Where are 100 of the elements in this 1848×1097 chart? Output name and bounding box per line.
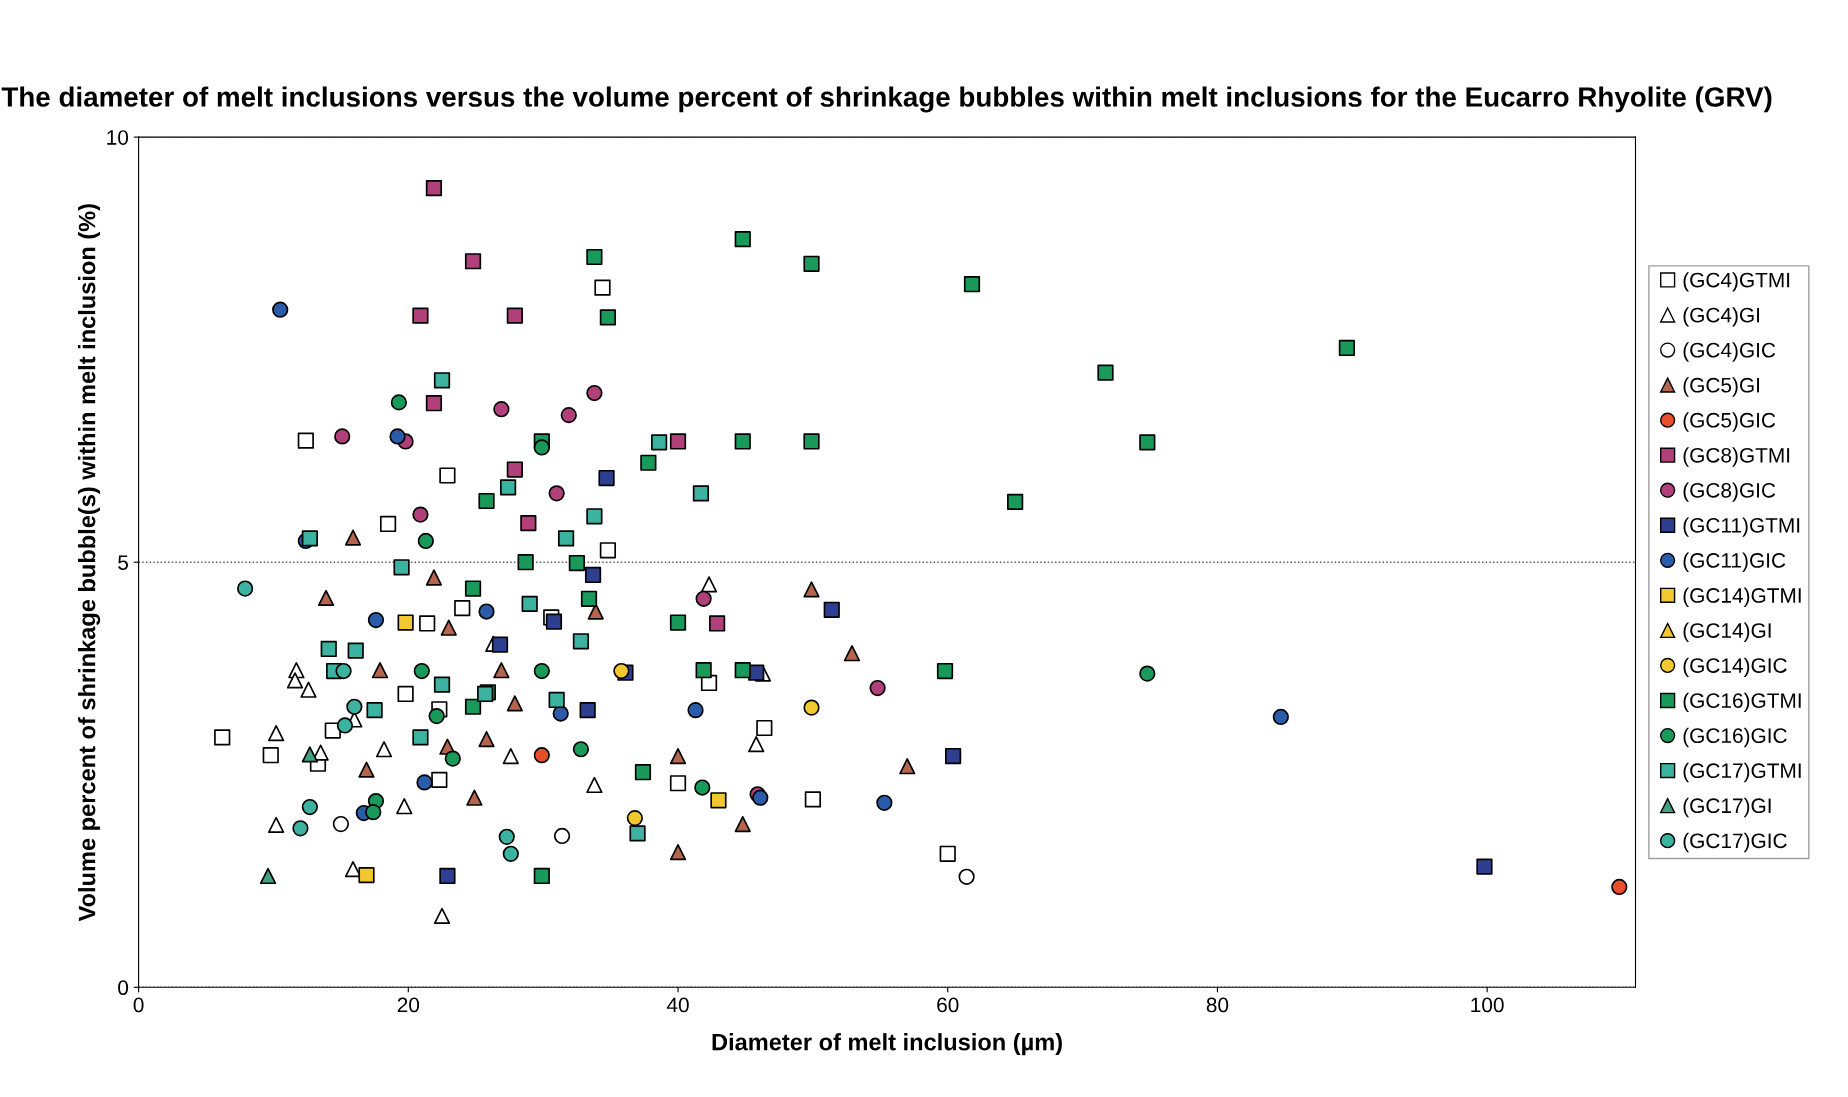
point	[268, 816, 285, 834]
legend-label: (GC8)GIC	[1683, 482, 1776, 502]
point	[1139, 434, 1156, 451]
point	[346, 698, 363, 715]
point	[521, 595, 538, 612]
point	[502, 845, 519, 862]
point	[347, 642, 364, 659]
point	[439, 867, 456, 885]
point	[478, 492, 495, 510]
point	[440, 619, 457, 636]
point	[692, 485, 710, 502]
point	[599, 309, 617, 326]
point	[464, 253, 482, 270]
point	[599, 542, 617, 559]
point	[478, 730, 495, 748]
point	[499, 479, 517, 496]
point	[876, 794, 893, 811]
point	[734, 815, 751, 833]
point	[344, 529, 362, 546]
point	[580, 590, 598, 607]
y-tick-label: 5	[118, 555, 129, 570]
x-tick-label: 80	[1206, 997, 1229, 1013]
point	[506, 461, 523, 478]
legend-label: (GC11)GTMI	[1683, 517, 1800, 537]
point	[899, 758, 916, 775]
point	[586, 384, 603, 402]
point	[843, 645, 861, 662]
point	[301, 746, 318, 763]
legend-label: (GC4)GI	[1683, 307, 1760, 327]
point	[214, 729, 231, 746]
point	[397, 685, 414, 703]
point	[419, 615, 436, 632]
point	[548, 691, 565, 709]
point	[640, 454, 657, 471]
point	[823, 601, 840, 618]
point	[695, 590, 712, 607]
legend-label: (GC8)GTMI	[1683, 447, 1790, 467]
point	[560, 407, 577, 424]
point	[586, 776, 603, 794]
point	[557, 530, 575, 547]
point	[533, 439, 550, 456]
point	[335, 662, 352, 680]
point	[734, 433, 751, 450]
point	[412, 506, 429, 523]
point	[869, 679, 886, 697]
point	[572, 741, 590, 758]
point	[379, 515, 397, 533]
x-axis-title: Diameter of melt inclusion (µm)	[712, 1033, 1062, 1056]
point	[700, 576, 718, 593]
point	[417, 532, 434, 550]
legend-label: (GC14)GI	[1683, 622, 1771, 642]
point	[669, 614, 687, 631]
point	[502, 747, 519, 765]
point	[259, 867, 277, 885]
point	[237, 580, 254, 597]
x-tick-label: 40	[666, 997, 689, 1013]
point	[533, 747, 550, 764]
point	[396, 798, 413, 815]
point	[358, 866, 375, 884]
x-tick-label: 0	[133, 997, 144, 1013]
point	[478, 603, 495, 620]
point	[734, 662, 751, 679]
legend-label: (GC17)GTMI	[1683, 762, 1801, 783]
point	[1272, 708, 1289, 726]
point	[1611, 878, 1628, 896]
point	[598, 469, 615, 487]
point	[669, 844, 687, 861]
point	[517, 554, 534, 571]
point	[626, 809, 643, 827]
point	[412, 307, 429, 324]
point	[687, 702, 704, 719]
point	[272, 301, 289, 318]
chart-title: The diameter of melt inclusions versus the volume percent of shrinkage bubbles within melt inclusions for the Eucarro Rhyolite (GRV)	[1, 86, 1772, 113]
point	[397, 614, 414, 631]
point	[734, 231, 751, 248]
point	[464, 698, 482, 715]
point	[393, 559, 410, 576]
point	[669, 747, 687, 765]
point	[332, 815, 349, 833]
point	[491, 636, 509, 653]
point	[433, 372, 451, 389]
point	[433, 907, 451, 925]
legend-label: (GC14)GIC	[1683, 657, 1787, 678]
point	[709, 615, 726, 632]
legend-label: (GC16)GIC	[1683, 727, 1787, 748]
point	[545, 613, 563, 630]
point	[533, 662, 550, 680]
legend-label: (GC17)GI	[1683, 797, 1771, 818]
point	[613, 662, 630, 680]
point	[594, 279, 611, 296]
point	[416, 774, 433, 791]
point	[651, 434, 668, 451]
point	[803, 699, 820, 716]
point	[1097, 364, 1114, 381]
point	[694, 779, 711, 796]
point	[268, 724, 285, 742]
point	[301, 798, 318, 816]
point	[803, 255, 820, 272]
point	[1007, 493, 1024, 510]
point	[1139, 665, 1156, 682]
